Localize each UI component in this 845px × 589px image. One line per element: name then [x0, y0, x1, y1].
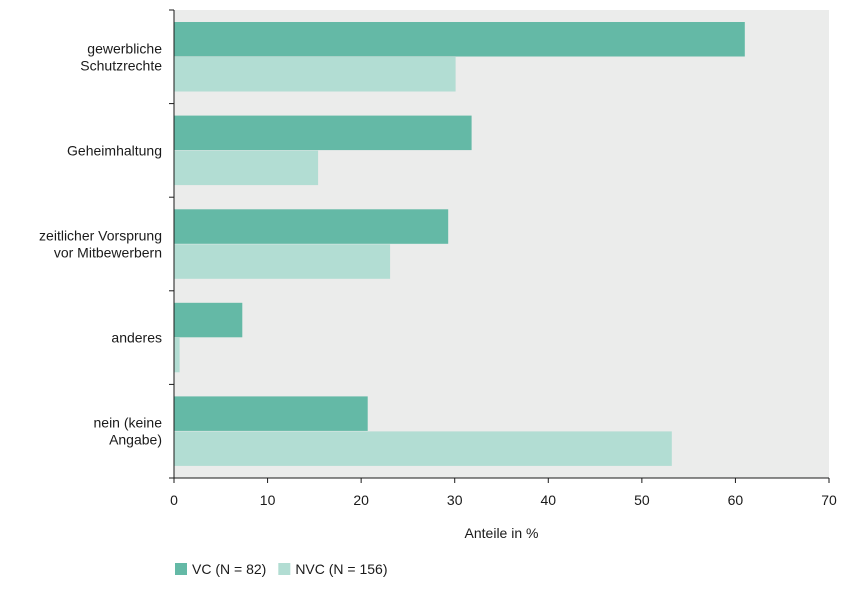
legend-swatch-vc: [175, 563, 187, 575]
bar-vc-4: [174, 396, 368, 431]
category-label: Geheimhaltung: [67, 142, 162, 158]
bars-group: [174, 22, 745, 466]
legend-label-nvc: NVC (N = 156): [295, 561, 387, 577]
x-tick-label: 40: [540, 492, 556, 508]
bar-nvc-3: [174, 337, 180, 373]
x-tick-label: 70: [821, 492, 837, 508]
x-tick-label: 50: [634, 492, 650, 508]
category-label: gewerbliche Schutzrechte: [80, 40, 162, 73]
x-axis-label: Anteile in %: [465, 525, 539, 541]
x-tick-label: 10: [260, 492, 276, 508]
bar-vc-1: [174, 115, 472, 151]
x-tick-label: 20: [353, 492, 369, 508]
x-tick-label: 0: [170, 492, 178, 508]
x-tick-label: 60: [728, 492, 744, 508]
x-axis: 0 10 20 30 40 50 60 70: [170, 477, 837, 508]
legend-swatch-nvc: [278, 563, 291, 575]
bar-nvc-4: [174, 431, 672, 466]
y-axis: gewerbliche Schutzrechte Geheimhaltung zeit…: [39, 9, 175, 479]
bar-nvc-1: [174, 150, 319, 186]
category-label: anderes: [111, 330, 162, 346]
category-label: nein (keine Angabe): [94, 415, 163, 448]
bar-vc-0: [174, 22, 745, 57]
bar-nvc-2: [174, 244, 391, 279]
bar-vc-2: [174, 209, 449, 244]
legend-label-vc: VC (N = 82): [192, 561, 266, 577]
legend: VC (N = 82) NVC (N = 156): [175, 561, 388, 577]
category-label: zeitlicher Vorsprung vor Mitbewerbern: [39, 228, 162, 261]
x-tick-label: 30: [447, 492, 463, 508]
bar-nvc-0: [174, 57, 456, 92]
bar-vc-3: [174, 302, 243, 338]
